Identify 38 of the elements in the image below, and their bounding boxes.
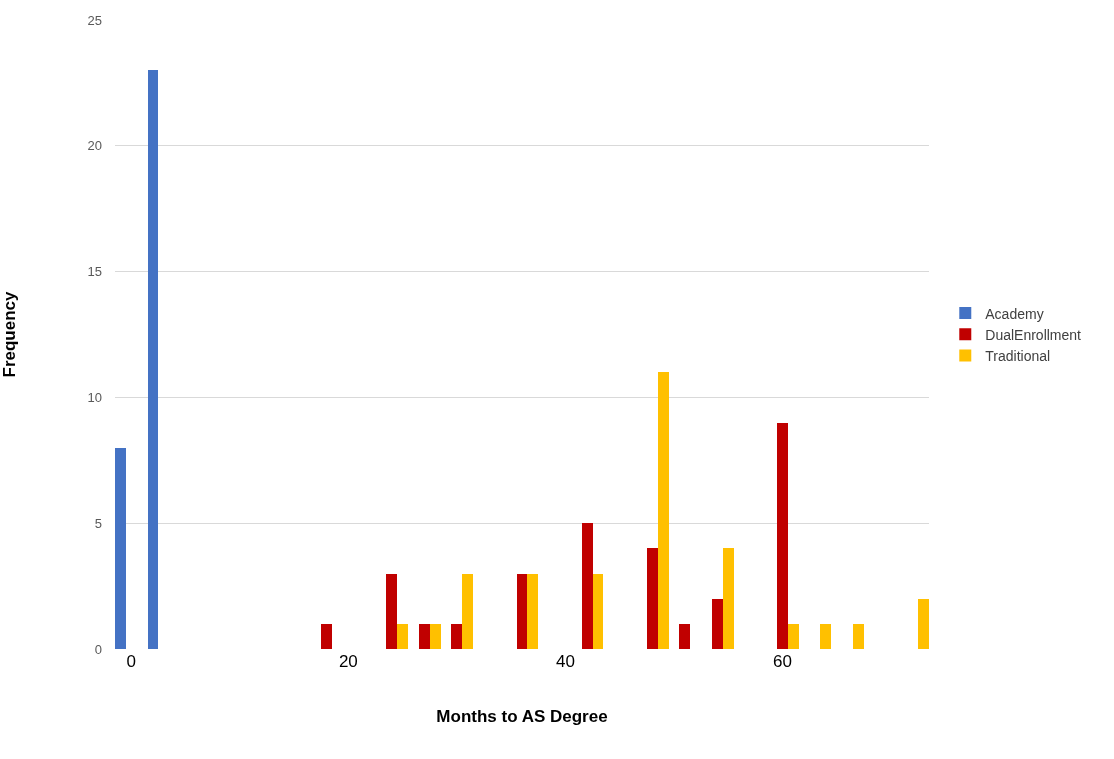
- bar: [462, 574, 473, 649]
- bar: [115, 448, 126, 649]
- bar: [918, 599, 929, 649]
- bar: [593, 574, 603, 649]
- bar: [723, 548, 734, 649]
- x-tick-label: 60: [773, 652, 792, 671]
- bar: [658, 372, 669, 649]
- bar: [451, 624, 462, 649]
- x-tick-label: 0: [126, 652, 137, 671]
- y-tick-label: 25: [87, 12, 102, 28]
- x-axis-title: Months to AS Degree: [436, 707, 608, 727]
- bar: [853, 624, 864, 649]
- bar: [820, 624, 831, 649]
- bar: [527, 574, 538, 649]
- bar: [430, 624, 441, 649]
- x-tick-label: 20: [338, 652, 358, 671]
- legend-label: Traditional: [985, 347, 1051, 364]
- bar: [321, 624, 332, 649]
- y-tick-label: 15: [87, 264, 102, 280]
- bar: [386, 574, 397, 649]
- x-tick-label: 40: [555, 652, 575, 671]
- legend-label: DualEnrollment: [985, 326, 1082, 343]
- bar: [679, 624, 690, 649]
- bar: [397, 624, 408, 649]
- bar: [517, 574, 527, 649]
- bar: [712, 599, 723, 649]
- bar: [788, 624, 799, 649]
- y-tick-label: 5: [94, 515, 102, 531]
- y-tick-label: 20: [87, 138, 102, 154]
- y-tick-label: 0: [94, 641, 102, 657]
- y-axis-title: Frequency: [0, 290, 19, 378]
- bar: [647, 548, 658, 649]
- y-tick-label: 10: [87, 389, 102, 405]
- legend-label: Academy: [985, 305, 1044, 322]
- bar: [777, 423, 788, 649]
- bar: [582, 523, 593, 649]
- bar: [419, 624, 430, 649]
- bar: [148, 70, 158, 649]
